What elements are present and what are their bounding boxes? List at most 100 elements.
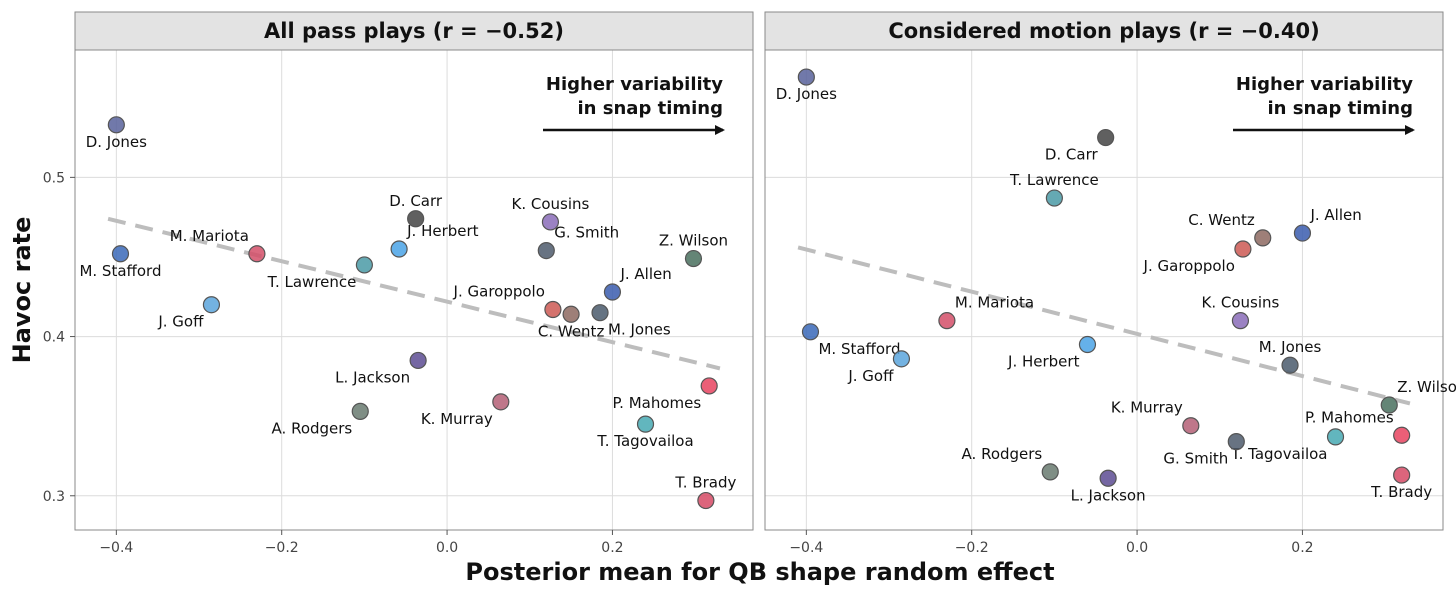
data-point (1293, 224, 1312, 242)
data-point (355, 256, 373, 274)
data-point (1326, 428, 1345, 446)
data-point (1182, 417, 1200, 435)
data-point (1380, 396, 1398, 414)
point-label: M. Stafford (79, 262, 161, 280)
point-label: J. Garoppolo (1143, 257, 1235, 275)
point-label: T. Tagovailoa (596, 432, 693, 450)
data-point (409, 351, 427, 370)
data-point (603, 283, 622, 301)
data-point (562, 305, 580, 323)
x-tick-label: 0.0 (1126, 540, 1148, 556)
x-tick-label: −0.2 (265, 540, 299, 556)
point-label: T. Brady (1370, 483, 1432, 501)
point-label: K. Murray (421, 410, 493, 428)
point-label: A. Rodgers (962, 445, 1043, 463)
point-label: M. Jones (608, 321, 671, 339)
point-label: M. Mariota (955, 294, 1034, 312)
x-axis-title: Posterior mean for QB shape random effec… (465, 558, 1054, 586)
point-label: M. Jones (1259, 338, 1322, 356)
point-label: T. Brady (674, 474, 736, 492)
facet-strip (764, 11, 1444, 51)
y-tick-label: 0.4 (43, 330, 65, 346)
annotation-line-2: in snap timing (578, 98, 723, 119)
point-label: K. Cousins (1202, 294, 1280, 312)
point-label: L. Jackson (1071, 486, 1146, 504)
point-label: L. Jackson (335, 368, 410, 386)
data-point (684, 249, 703, 268)
data-point (111, 245, 130, 263)
point-label: G. Smith (1163, 450, 1228, 468)
data-point (1045, 189, 1063, 207)
x-tick-label: 0.0 (436, 540, 458, 556)
data-point (892, 350, 911, 368)
panel-2: Considered motion plays (r = −0.40) −0.4 −… (764, 11, 1456, 556)
point-label: D. Jones (776, 85, 837, 103)
point-label: K. Murray (1111, 399, 1183, 417)
annotation-line-1: Higher variability (1236, 74, 1413, 95)
data-point (492, 393, 510, 411)
data-point (107, 116, 125, 134)
panel-1: All pass plays (r = −0.52) −0.4 −0.2 0.0 0.2… (43, 11, 754, 556)
point-label: D. Jones (86, 133, 147, 151)
data-point (1234, 240, 1252, 258)
data-point (591, 304, 609, 322)
data-point (1393, 466, 1411, 484)
x-tick-label: −0.2 (955, 540, 989, 556)
facet-title: All pass plays (r = −0.52) (264, 19, 564, 43)
point-label: M. Mariota (170, 227, 249, 245)
y-axis-title: Havoc rate (8, 217, 36, 364)
panel-border (74, 49, 754, 531)
point-label: G. Smith (554, 224, 619, 242)
point-label: T. Tagovailoa (1230, 445, 1327, 463)
data-point (351, 402, 369, 420)
point-label: P. Mahomes (1305, 408, 1394, 426)
point-label: Z. Wilson (659, 232, 728, 250)
x-tick-label: 0.2 (1291, 540, 1313, 556)
point-label: Z. Wilson (1397, 378, 1456, 396)
point-label: D. Carr (1045, 146, 1099, 164)
data-point (390, 240, 408, 258)
point-label: K. Cousins (512, 195, 590, 213)
data-point (541, 213, 560, 231)
point-label: J. Goff (847, 367, 894, 385)
point-label: D. Carr (389, 192, 443, 210)
x-tick-label: 0.2 (601, 540, 623, 556)
facet-strip (74, 11, 754, 51)
panel-border (764, 49, 1444, 531)
data-point (544, 300, 562, 319)
point-label: A. Rodgers (272, 419, 353, 437)
y-tick-label: 0.3 (43, 489, 65, 505)
x-tick-label: −0.4 (789, 540, 823, 556)
point-label: T. Lawrence (1009, 171, 1099, 189)
point-label: C. Wentz (1188, 211, 1255, 229)
data-point (202, 296, 221, 314)
point-label: M. Stafford (818, 340, 900, 358)
point-label: J. Allen (1309, 206, 1361, 224)
point-label: T. Lawrence (267, 273, 357, 291)
data-point (1393, 426, 1411, 444)
trend-line (797, 245, 1411, 406)
data-point (407, 210, 425, 228)
data-point (636, 415, 655, 433)
data-point (1041, 463, 1059, 481)
annotation-line-1: Higher variability (546, 74, 723, 95)
point-label: C. Wentz (538, 322, 605, 340)
point-label: J. Goff (157, 313, 204, 331)
annotation-line-2: in snap timing (1268, 98, 1413, 119)
point-label: P. Mahomes (612, 394, 701, 412)
point-label: J. Herbert (406, 222, 479, 240)
data-point (537, 241, 555, 260)
data-point (801, 323, 820, 341)
data-point (1231, 312, 1250, 330)
data-point (1099, 469, 1117, 487)
y-tick-label: 0.5 (43, 170, 65, 186)
plot-area (75, 50, 753, 530)
data-point (248, 245, 266, 263)
data-point (938, 312, 956, 330)
point-label: J. Garoppolo (453, 283, 545, 301)
trend-line (107, 216, 721, 371)
facet-title: Considered motion plays (r = −0.40) (888, 19, 1319, 43)
data-point (1227, 433, 1245, 451)
point-label: J. Herbert (1007, 353, 1080, 371)
